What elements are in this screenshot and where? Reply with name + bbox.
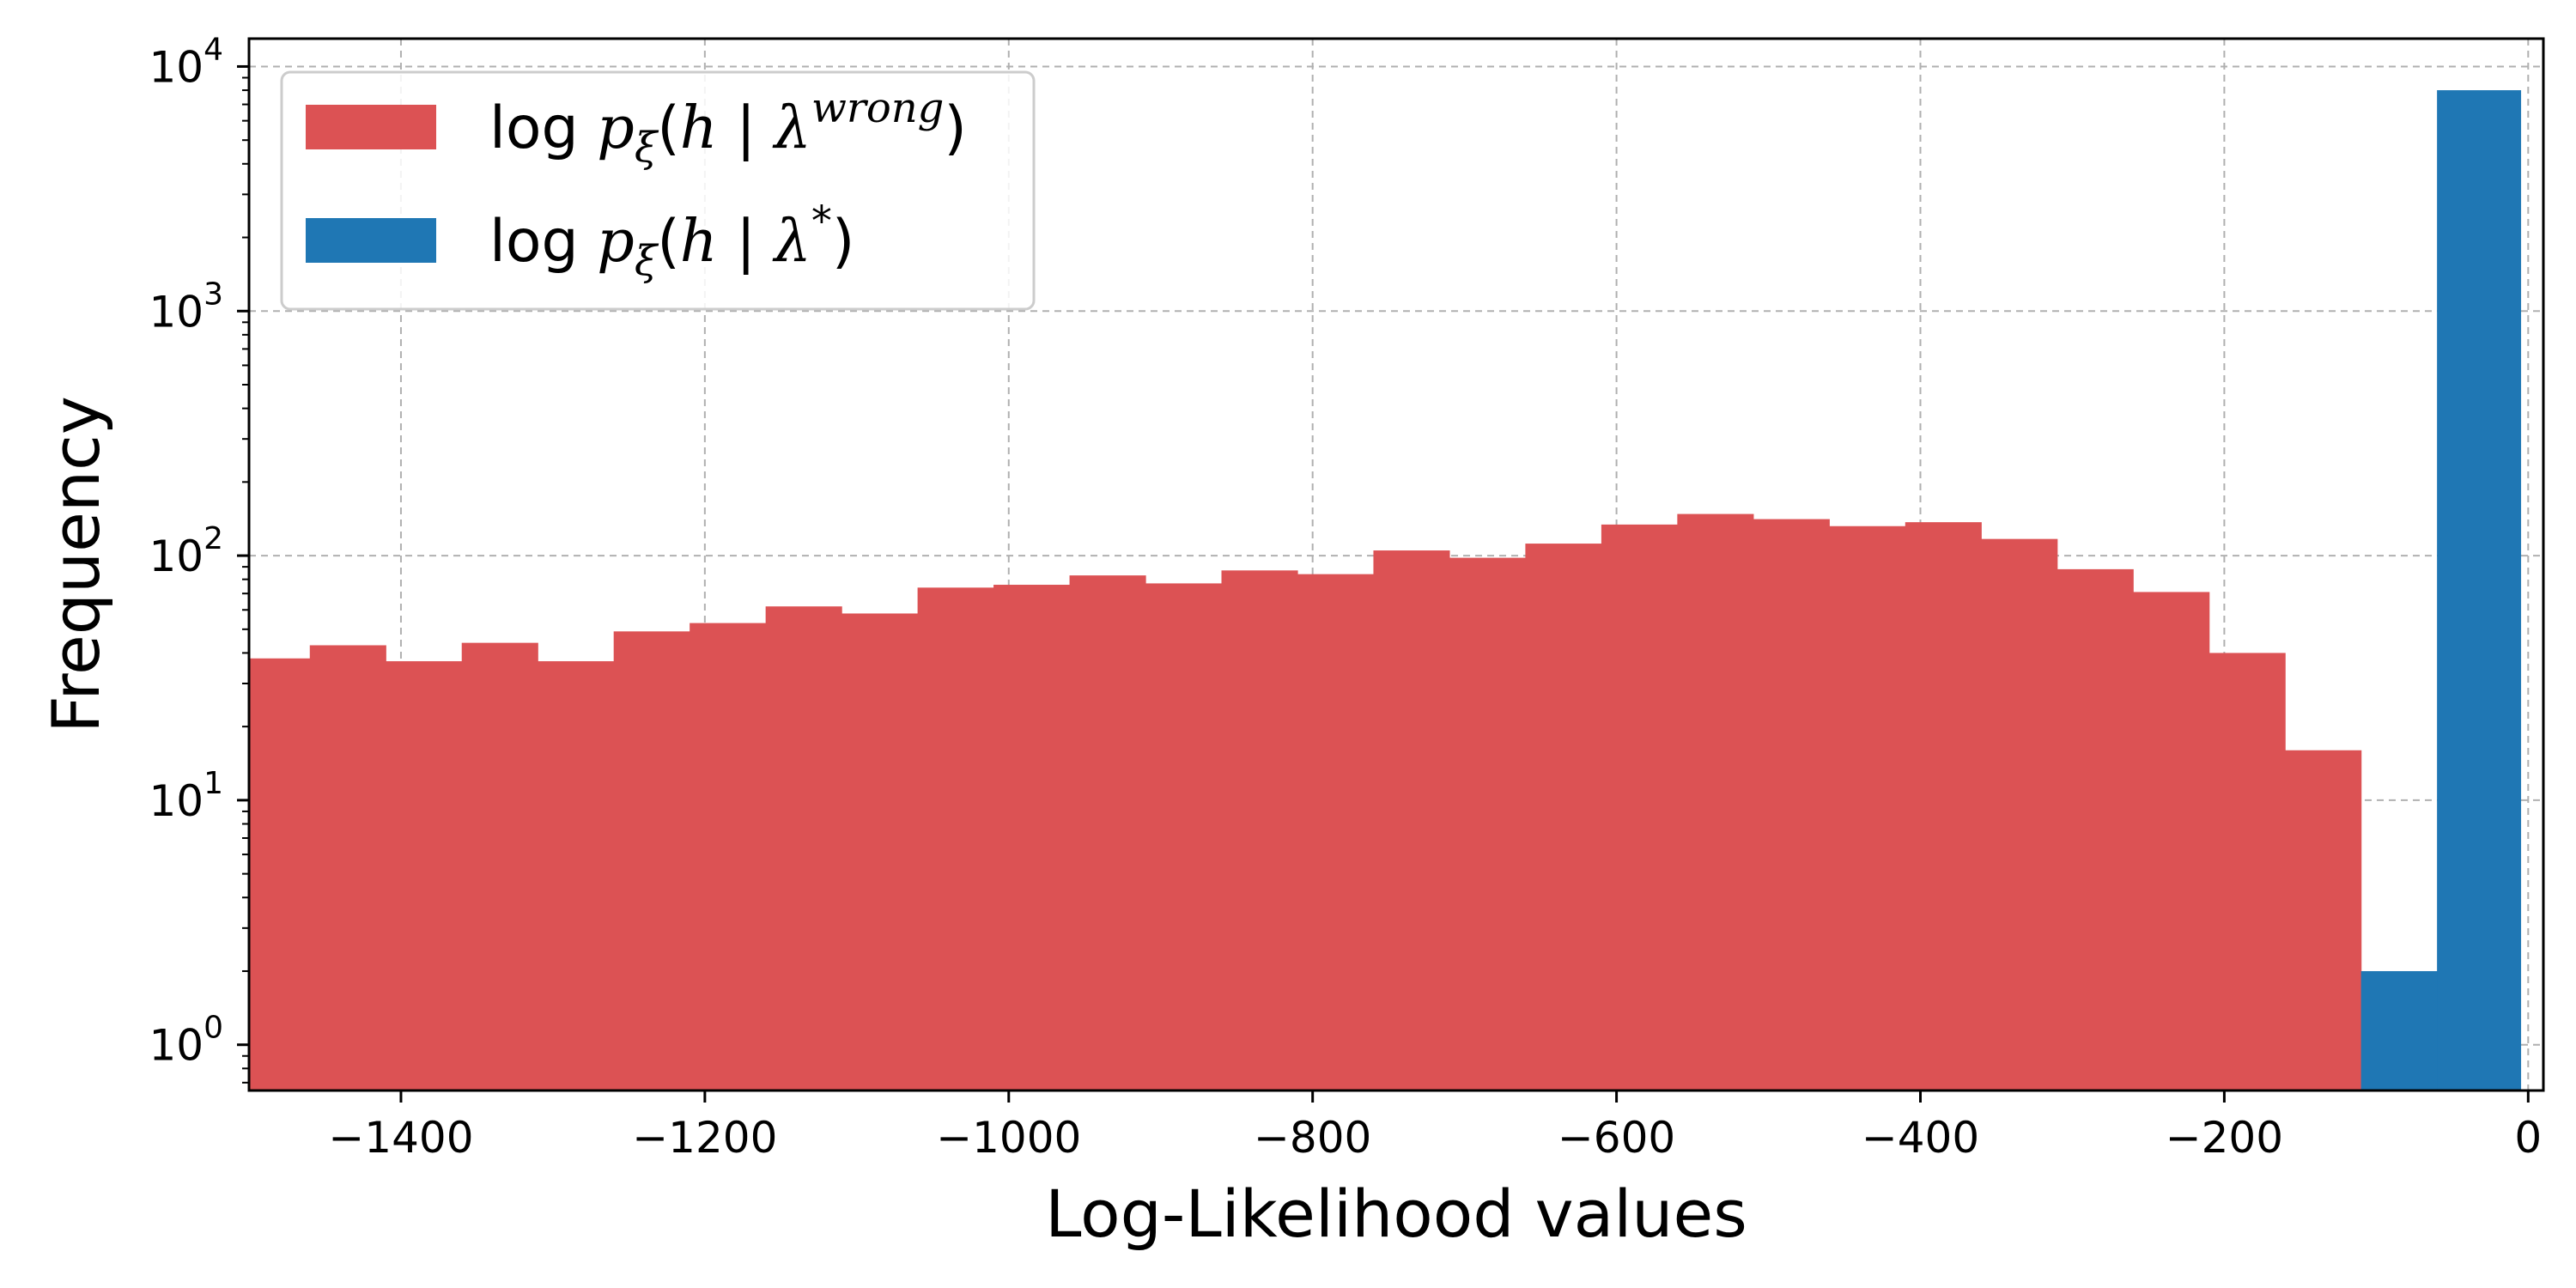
bar-wrong (841, 613, 919, 1091)
bar-wrong (1069, 575, 1146, 1091)
legend-box (280, 70, 1036, 311)
x-tick-label: −1200 (632, 1113, 777, 1163)
x-tick-label: −400 (1862, 1113, 1979, 1163)
legend-label-wrong: log pξ(h | λwrong) (489, 84, 967, 172)
bar-wrong (309, 645, 386, 1091)
legend-label-star: log pξ(h | λ*) (489, 197, 854, 285)
bar-star (2437, 90, 2522, 1091)
bar-wrong (1601, 524, 1678, 1091)
y-tick-label: 104 (149, 32, 223, 92)
bar-wrong (613, 631, 690, 1091)
y-tick-label: 102 (149, 521, 223, 581)
bar-wrong (1297, 574, 1375, 1091)
axis-ticks: −1400 −1200 −1000 −800 −600 −400 −200 0 100 101 10… (149, 32, 2542, 1163)
y-axis-label: Frequency (38, 396, 114, 733)
histogram-bars (249, 90, 2522, 1091)
x-tick-label: −1000 (936, 1113, 1081, 1163)
x-tick-label: −800 (1254, 1113, 1371, 1163)
bar-wrong (2057, 568, 2134, 1091)
bar-wrong (690, 623, 767, 1091)
x-axis-label: Log-Likelihood values (1045, 1176, 1747, 1252)
bar-wrong (1829, 526, 1906, 1091)
bar-wrong (1753, 519, 1830, 1091)
bar-wrong (2208, 653, 2286, 1091)
plot-frame (247, 37, 2545, 1092)
bar-star (2360, 970, 2438, 1091)
x-tick-label: 0 (2514, 1113, 2542, 1163)
bar-wrong (1905, 522, 1982, 1091)
bar-wrong (1525, 544, 1602, 1091)
x-tick-label: −600 (1558, 1113, 1675, 1163)
bar-wrong (765, 606, 842, 1091)
bar-wrong (1145, 583, 1223, 1091)
x-tick-label: −1400 (328, 1113, 473, 1163)
legend-swatch-star (306, 218, 436, 263)
bar-wrong (1981, 538, 2058, 1091)
bar-wrong (1449, 557, 1527, 1091)
bar-wrong (538, 661, 615, 1091)
legend-swatch-wrong (306, 105, 436, 149)
y-tick-label: 103 (149, 276, 223, 337)
y-tick-label: 100 (149, 1011, 223, 1071)
bar-wrong (1677, 513, 1754, 1091)
bar-wrong (2285, 750, 2362, 1091)
bar-wrong (1373, 550, 1450, 1091)
legend: log pξ(h | λwrong) log pξ(h | λ*) (280, 70, 1036, 311)
bar-wrong (993, 585, 1071, 1091)
bar-wrong (386, 661, 463, 1091)
bar-wrong (249, 658, 311, 1091)
bar-wrong (461, 642, 538, 1091)
bar-wrong (1221, 570, 1298, 1091)
x-tick-label: −200 (2166, 1113, 2283, 1163)
bar-wrong (917, 587, 994, 1091)
bar-wrong (2133, 592, 2210, 1091)
y-tick-label: 101 (149, 766, 223, 826)
